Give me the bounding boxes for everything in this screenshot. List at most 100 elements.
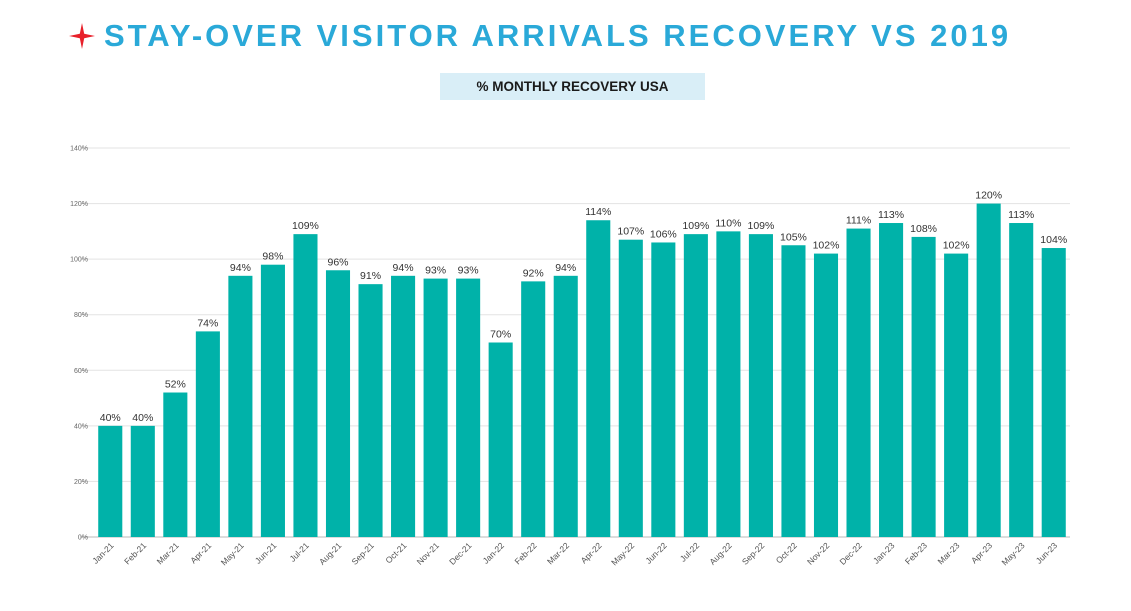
data-label: 40% (100, 412, 121, 424)
bar (98, 425, 123, 537)
data-label: 94% (555, 262, 576, 274)
x-tick-label: Jan-23 (871, 540, 897, 566)
data-label: 113% (878, 209, 904, 221)
x-tick-label: Aug-21 (317, 540, 344, 567)
x-tick-label: Sep-21 (349, 540, 376, 567)
data-label: 102% (943, 240, 970, 252)
bar (293, 234, 318, 537)
data-label: 114% (585, 206, 611, 218)
data-label: 107% (617, 226, 644, 238)
data-label: 104% (1040, 234, 1067, 246)
data-label: 111% (846, 215, 871, 227)
data-label: 40% (132, 412, 153, 424)
data-label: 109% (292, 220, 319, 232)
page-title: STAY-OVER VISITOR ARRIVALS RECOVERY VS 2… (104, 18, 1012, 53)
data-label: 91% (360, 270, 381, 282)
data-label: 109% (748, 220, 775, 232)
bar (1009, 223, 1034, 537)
x-tick-label: Jun-22 (643, 540, 669, 566)
x-tick-label: Feb-21 (122, 540, 148, 566)
bar (228, 275, 253, 537)
data-label: 98% (262, 251, 283, 263)
x-tick-label: Mar-21 (155, 540, 181, 566)
data-label: 93% (458, 265, 479, 277)
x-tick-label: Aug-22 (707, 540, 734, 567)
title-row: STAY-OVER VISITOR ARRIVALS RECOVERY VS 2… (68, 18, 1011, 54)
x-tick-label: May-21 (219, 540, 246, 567)
bar (748, 234, 773, 537)
data-label: 102% (813, 240, 840, 252)
x-tick-label: Apr-21 (188, 540, 213, 565)
x-tick-label: Sep-22 (740, 540, 767, 567)
bar (781, 245, 806, 537)
chart-title: % MONTHLY RECOVERY USA (476, 79, 669, 94)
chart-title-box: % MONTHLY RECOVERY USA (440, 73, 705, 100)
bar (683, 234, 708, 537)
y-tick-label: 0% (78, 535, 88, 542)
bar (1041, 248, 1066, 537)
bar (423, 278, 448, 537)
x-tick-label: Mar-22 (545, 540, 571, 566)
x-tick-label: Jan-22 (481, 540, 507, 566)
star-icon (69, 23, 95, 49)
bar (260, 264, 285, 537)
data-label: 92% (523, 267, 544, 279)
x-tick-label: Nov-21 (415, 540, 442, 567)
bar (195, 331, 220, 537)
x-tick-label: Mar-23 (935, 540, 961, 566)
x-tick-label: Dec-21 (447, 540, 474, 567)
bar (976, 203, 1001, 538)
data-label: 113% (1008, 209, 1034, 221)
y-tick-label: 80% (74, 312, 88, 319)
bar (618, 239, 643, 537)
x-tick-label: Oct-21 (383, 540, 408, 565)
bar (716, 231, 741, 537)
y-tick-label: 120% (70, 201, 88, 208)
bar (846, 228, 871, 538)
y-tick-label: 60% (74, 368, 88, 375)
data-label: 105% (780, 231, 807, 243)
y-tick-label: 100% (70, 257, 88, 264)
data-label: 93% (425, 265, 446, 277)
x-tick-label: Jun-21 (253, 540, 279, 566)
data-label: 94% (393, 262, 414, 274)
bar (325, 270, 351, 537)
data-label: 109% (682, 220, 709, 232)
bar (358, 284, 383, 537)
bar (651, 242, 676, 537)
x-tick-label: Feb-23 (903, 540, 929, 566)
data-label: 94% (230, 262, 251, 274)
x-tick-label: Jul-22 (678, 540, 702, 564)
x-tick-label: Nov-22 (805, 540, 832, 567)
x-tick-label: Dec-22 (837, 540, 864, 567)
bar (456, 278, 481, 537)
x-tick-label: Jun-23 (1034, 540, 1060, 566)
x-tick-label: Apr-22 (579, 540, 604, 565)
data-label: 70% (490, 329, 511, 341)
bar (911, 236, 936, 537)
x-tick-label: Apr-23 (969, 540, 994, 565)
y-tick-label: 20% (74, 479, 88, 486)
bar (813, 253, 839, 538)
data-label: 96% (327, 256, 348, 268)
data-label: 110% (715, 217, 741, 229)
bar (944, 253, 969, 538)
data-label: 106% (650, 228, 677, 240)
bar (163, 392, 188, 537)
bar (521, 281, 546, 537)
data-label: 52% (165, 379, 186, 391)
y-tick-label: 40% (74, 423, 88, 430)
bar (553, 275, 578, 537)
bar (488, 342, 513, 537)
x-tick-label: Jan-21 (90, 540, 116, 566)
data-label: 74% (197, 317, 218, 329)
x-tick-label: Oct-22 (774, 540, 799, 565)
bar (391, 275, 416, 537)
data-label: 120% (975, 190, 1002, 202)
bar (130, 425, 155, 537)
x-tick-label: Feb-22 (512, 540, 538, 566)
x-tick-label: Jul-21 (287, 540, 311, 564)
data-label: 108% (910, 223, 937, 235)
bar (586, 220, 611, 537)
